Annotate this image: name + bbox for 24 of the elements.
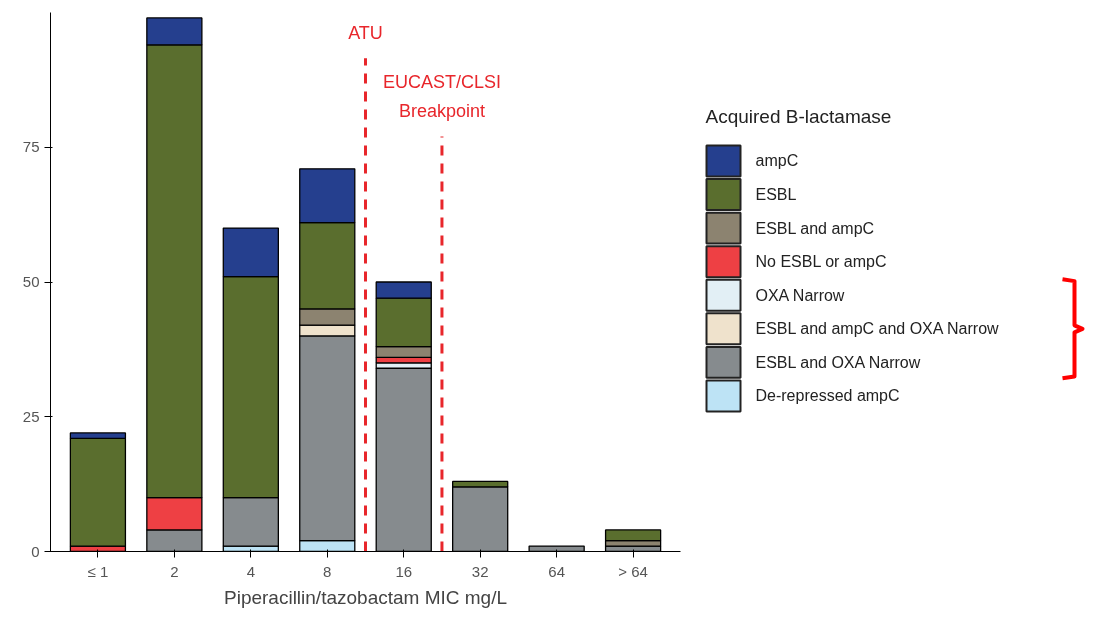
annotation: ATU: [348, 23, 383, 44]
y-tick-label: 75: [22, 138, 40, 156]
x-tick-label: 4: [246, 562, 255, 580]
legend-label: ESBL and ampC and OXA Narrow: [755, 320, 1000, 338]
annotation: EUCAST/CLSI Breakpoint: [382, 71, 501, 122]
x-tick-label: ≤ 1: [87, 562, 109, 580]
legend-label: ESBL and ampC: [755, 219, 875, 237]
x-tick-label: > 64: [618, 562, 648, 580]
legend-label: OXA Narrow: [755, 286, 845, 304]
legend-label: ESBL: [755, 186, 797, 204]
legend-label: ampC: [755, 152, 799, 170]
x-tick-label: 64: [548, 562, 565, 580]
legend-label: ESBL and OXA Narrow: [755, 353, 921, 371]
x-axis-title: Piperacillin/tazobactam MIC mg/L: [224, 586, 507, 608]
x-tick-label: 16: [395, 562, 413, 580]
y-tick-label: 25: [22, 407, 40, 425]
y-tick-label: 50: [22, 273, 40, 290]
legend-label: De-repressed ampC: [755, 387, 900, 405]
legend-title: Acquired B-lactamase: [705, 106, 892, 128]
y-tick-label: 0: [31, 542, 40, 560]
x-tick-label: 2: [170, 562, 179, 580]
legend-label: No ESBL or ampC: [755, 253, 887, 271]
x-tick-label: 8: [323, 562, 332, 580]
x-tick-label: 32: [471, 562, 489, 580]
